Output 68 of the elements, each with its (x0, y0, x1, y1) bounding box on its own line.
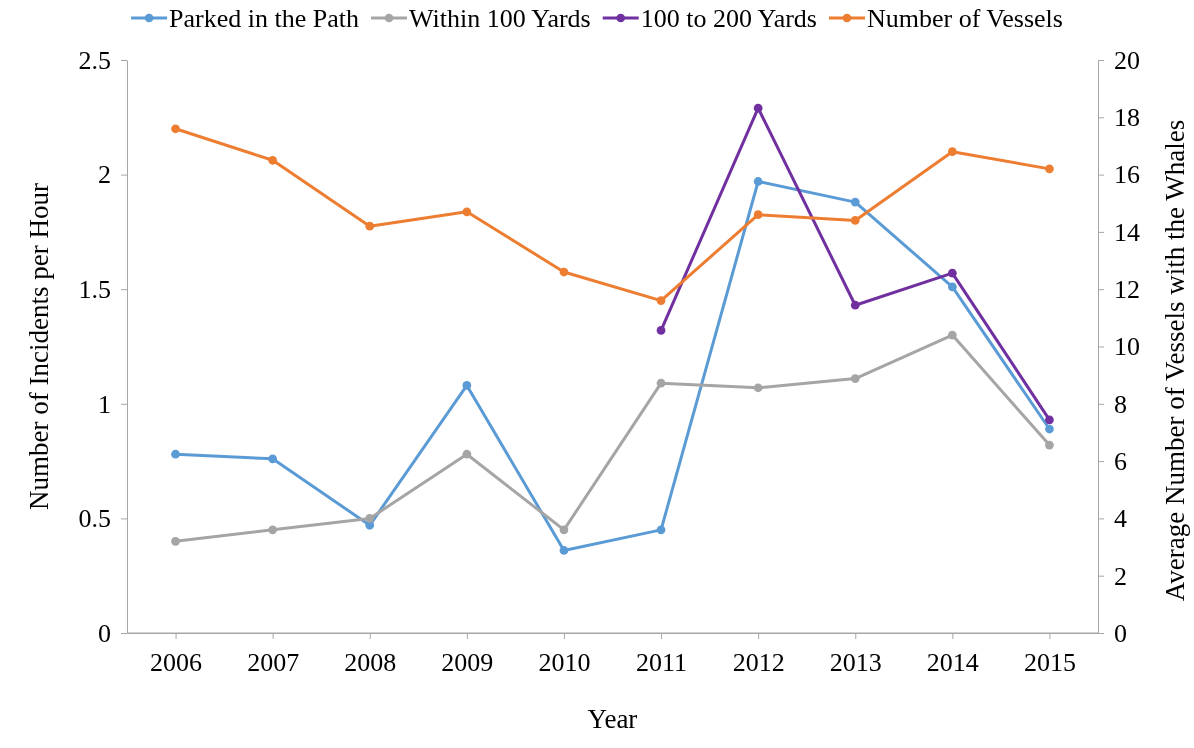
point (1045, 164, 1054, 174)
point (656, 378, 666, 388)
point (171, 449, 180, 459)
y2-tick-label: 12 (1114, 275, 1140, 305)
y2-tick-label: 18 (1114, 103, 1140, 133)
point (1045, 424, 1054, 434)
y-tick-label: 2 (98, 160, 111, 190)
point (656, 326, 666, 335)
point (559, 546, 569, 555)
x-tick-label: 2015 (1023, 648, 1076, 678)
y-tick-label: 0 (98, 618, 111, 648)
point (1045, 415, 1054, 425)
point (947, 147, 957, 157)
point (850, 216, 860, 225)
point (850, 374, 860, 383)
point (947, 330, 957, 340)
y2-tick-label: 20 (1114, 45, 1140, 75)
point (947, 282, 957, 292)
point (268, 525, 278, 535)
point (268, 454, 278, 464)
y2-tick-label: 0 (1114, 618, 1127, 648)
point (268, 155, 278, 165)
x-axis-title: Year (587, 704, 638, 734)
x-tick-label: 2006 (150, 648, 203, 678)
y2-tick-label: 10 (1114, 332, 1140, 362)
y2-tick-label: 4 (1114, 504, 1127, 534)
legend-label: Number of Vessels (866, 4, 1063, 34)
point (171, 536, 180, 546)
point (850, 197, 860, 207)
y2-tick-label: 6 (1114, 446, 1127, 476)
point (753, 177, 763, 186)
legend-label: Parked in the Path (169, 4, 360, 34)
y2-tick-label: 2 (1114, 561, 1127, 591)
x-tick-label: 2011 (636, 648, 688, 678)
y-tick-label: 1.5 (78, 275, 111, 305)
point (947, 268, 957, 278)
point (753, 383, 763, 393)
point (656, 525, 666, 535)
point (462, 449, 472, 459)
y-tick-label: 0.5 (78, 504, 111, 534)
y2-axis-title: Average Number of Vessels with the Whales (1160, 119, 1190, 602)
point (850, 300, 860, 310)
y2-tick-label: 8 (1114, 389, 1127, 419)
x-tick-label: 2009 (441, 648, 494, 678)
point (171, 124, 180, 134)
x-tick-label: 2010 (538, 648, 591, 678)
y2-tick-label: 16 (1114, 160, 1140, 190)
x-tick-label: 2013 (829, 648, 882, 678)
point (559, 525, 569, 535)
y-tick-label: 2.5 (78, 45, 111, 75)
point (365, 514, 375, 523)
point (462, 207, 472, 217)
x-tick-label: 2014 (926, 648, 979, 678)
point (559, 267, 569, 277)
y-tick-label: 1 (98, 389, 111, 419)
point (753, 210, 763, 220)
y2-tick-label: 14 (1114, 217, 1140, 247)
x-tick-label: 2012 (732, 648, 785, 678)
point (365, 221, 375, 231)
point (656, 296, 666, 306)
legend-label: Within 100 Yards (409, 4, 591, 34)
legend-label: 100 to 200 Yards (640, 4, 817, 34)
point (753, 103, 763, 113)
x-tick-label: 2008 (344, 648, 397, 678)
y-axis-title: Number of Incidents per Hour (24, 183, 54, 510)
point (462, 381, 472, 390)
x-tick-label: 2007 (247, 648, 300, 678)
point (1045, 440, 1054, 450)
